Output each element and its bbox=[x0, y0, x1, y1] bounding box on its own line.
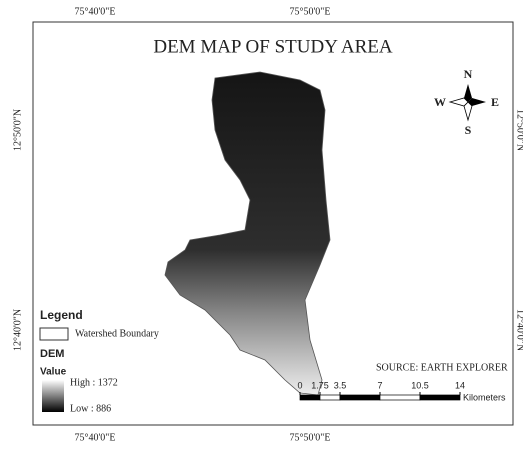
graticule-label: 75°50'0"E bbox=[290, 6, 331, 17]
source-note: SOURCE: EARTH EXPLORER bbox=[376, 362, 508, 373]
legend-swatch bbox=[40, 328, 68, 340]
graticule-label: 12°50'0"N bbox=[12, 109, 23, 151]
compass-label: W bbox=[434, 95, 446, 109]
graticule-label: 75°40'0"E bbox=[75, 432, 116, 443]
page: {"map": { "title": "DEM MAP OF STUDY ARE… bbox=[0, 0, 523, 452]
compass-label: N bbox=[464, 67, 473, 81]
scale-segment bbox=[320, 395, 340, 400]
scale-unit: Kilometers bbox=[463, 392, 506, 402]
legend-heading: Value bbox=[40, 367, 67, 378]
legend-label: Watershed Boundary bbox=[75, 328, 159, 339]
scale-segment bbox=[420, 395, 460, 400]
legend-heading: DEM bbox=[40, 348, 64, 360]
scale-segment bbox=[380, 395, 420, 400]
scale-label: 10.5 bbox=[411, 380, 429, 390]
scale-label: 7 bbox=[377, 380, 382, 390]
scale-segment bbox=[300, 395, 320, 400]
map-title: DEM MAP OF STUDY AREA bbox=[153, 36, 393, 57]
legend-ramp bbox=[42, 380, 64, 412]
scale-label: 1.75 bbox=[311, 380, 329, 390]
legend-label: High : 1372 bbox=[70, 377, 118, 388]
legend-label: Low : 886 bbox=[70, 403, 111, 414]
compass-label: S bbox=[465, 123, 472, 137]
graticule-label: 75°50'0"E bbox=[290, 432, 331, 443]
graticule-label: 12°40'0"N bbox=[515, 309, 523, 351]
compass-label: E bbox=[491, 95, 499, 109]
scale-label: 14 bbox=[455, 380, 465, 390]
legend-title: Legend bbox=[40, 308, 83, 322]
map-figure: DEM MAP OF STUDY AREA 75°40'0"E 75°50'0"… bbox=[0, 0, 523, 452]
scale-label: 0 bbox=[297, 380, 302, 390]
graticule-label: 75°40'0"E bbox=[75, 6, 116, 17]
scale-label: 3.5 bbox=[334, 380, 347, 390]
graticule-label: 12°50'0"N bbox=[515, 109, 523, 151]
graticule-label: 12°40'0"N bbox=[12, 309, 23, 351]
scale-segment bbox=[340, 395, 380, 400]
